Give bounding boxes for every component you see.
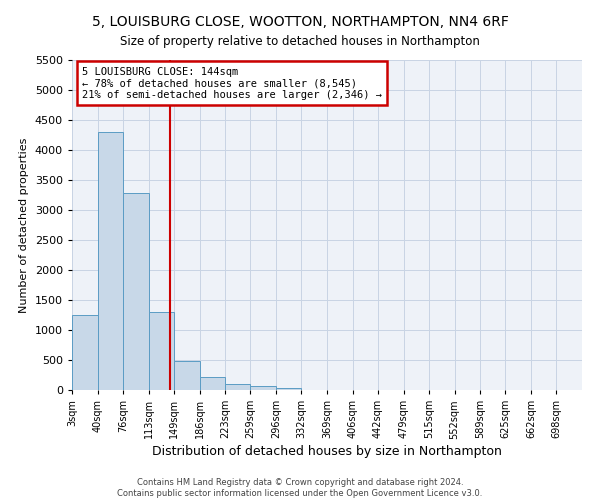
Y-axis label: Number of detached properties: Number of detached properties: [19, 138, 29, 312]
Bar: [174, 360, 199, 390]
Bar: [123, 193, 149, 390]
X-axis label: Distribution of detached houses by size in Northampton: Distribution of detached houses by size …: [152, 446, 502, 458]
Text: Contains HM Land Registry data © Crown copyright and database right 2024.
Contai: Contains HM Land Registry data © Crown c…: [118, 478, 482, 498]
Bar: [199, 378, 225, 390]
Bar: [250, 386, 276, 390]
Text: 5, LOUISBURG CLOSE, WOOTTON, NORTHAMPTON, NN4 6RF: 5, LOUISBURG CLOSE, WOOTTON, NORTHAMPTON…: [92, 15, 508, 29]
Text: Size of property relative to detached houses in Northampton: Size of property relative to detached ho…: [120, 35, 480, 48]
Bar: [149, 312, 174, 390]
Bar: [225, 384, 250, 390]
Bar: [276, 388, 301, 390]
Bar: [98, 132, 123, 390]
Bar: [72, 315, 98, 390]
Text: 5 LOUISBURG CLOSE: 144sqm
← 78% of detached houses are smaller (8,545)
21% of se: 5 LOUISBURG CLOSE: 144sqm ← 78% of detac…: [82, 66, 382, 100]
